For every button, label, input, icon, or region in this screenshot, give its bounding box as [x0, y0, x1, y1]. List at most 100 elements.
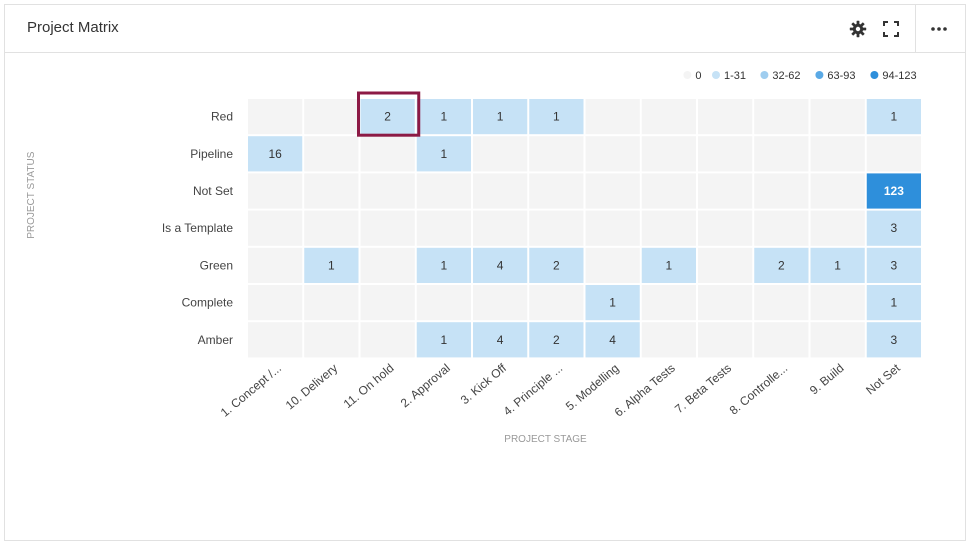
heatmap-cell[interactable]: [698, 210, 753, 246]
heatmap-cell[interactable]: [529, 322, 584, 358]
widget-title: Project Matrix: [27, 19, 119, 36]
heatmap-cell[interactable]: [416, 322, 471, 358]
heatmap-cell[interactable]: [754, 173, 809, 209]
heatmap-cell[interactable]: [529, 99, 584, 135]
heatmap-cell[interactable]: [810, 285, 865, 321]
x-tick-label: 5. Modelling: [563, 361, 622, 413]
heatmap-cell[interactable]: [585, 322, 640, 358]
heatmap-cell[interactable]: [529, 285, 584, 321]
heatmap-cell[interactable]: [473, 136, 528, 172]
heatmap-cell[interactable]: [529, 210, 584, 246]
heatmap-cell[interactable]: [810, 99, 865, 135]
heatmap-cell[interactable]: [248, 173, 303, 209]
heatmap-cell[interactable]: [641, 210, 696, 246]
heatmap-cell[interactable]: [810, 173, 865, 209]
heatmap-cell[interactable]: [416, 285, 471, 321]
heatmap-cell[interactable]: [585, 173, 640, 209]
heatmap-cell[interactable]: [585, 285, 640, 321]
cell-value-label: 1: [497, 110, 504, 124]
cell-value-label: 1: [666, 258, 673, 272]
heatmap-cell[interactable]: [248, 322, 303, 358]
heatmap-cell[interactable]: [641, 136, 696, 172]
heatmap-cell[interactable]: [304, 210, 359, 246]
y-tick-label: Amber: [198, 333, 233, 347]
heatmap-cell[interactable]: [698, 136, 753, 172]
heatmap-cell[interactable]: [810, 322, 865, 358]
heatmap-cell[interactable]: [866, 247, 921, 283]
cell-value-label: 1: [441, 333, 448, 347]
heatmap-cell[interactable]: [529, 173, 584, 209]
heatmap-cell[interactable]: [473, 285, 528, 321]
heatmap-cell[interactable]: [641, 99, 696, 135]
heatmap-cell[interactable]: [698, 173, 753, 209]
heatmap-cell[interactable]: [585, 99, 640, 135]
heatmap-cell[interactable]: [473, 210, 528, 246]
heatmap-cell[interactable]: [473, 173, 528, 209]
heatmap-cell[interactable]: [866, 285, 921, 321]
heatmap-cell[interactable]: [360, 173, 415, 209]
heatmap-cell[interactable]: [641, 322, 696, 358]
fullscreen-icon[interactable]: [879, 17, 903, 41]
heatmap-cell[interactable]: [866, 136, 921, 172]
heatmap-cell[interactable]: [416, 210, 471, 246]
heatmap-cell[interactable]: [754, 99, 809, 135]
heatmap-cell[interactable]: [360, 210, 415, 246]
cell-value-label: 2: [553, 333, 560, 347]
heatmap-cell[interactable]: [754, 247, 809, 283]
heatmap-cell[interactable]: [360, 322, 415, 358]
legend-swatch: [712, 71, 720, 79]
heatmap-cell[interactable]: [416, 99, 471, 135]
heatmap-cell[interactable]: [360, 136, 415, 172]
heatmap-cell[interactable]: [304, 99, 359, 135]
heatmap-cell[interactable]: [473, 322, 528, 358]
cell-value-label: 4: [497, 258, 504, 272]
heatmap-cell[interactable]: [585, 247, 640, 283]
y-axis-title: PROJECT STATUS: [26, 151, 37, 239]
heatmap-cell[interactable]: [416, 136, 471, 172]
heatmap-cell[interactable]: [248, 136, 303, 172]
heatmap-cell[interactable]: [866, 173, 921, 209]
heatmap-cell[interactable]: [360, 285, 415, 321]
y-tick-label: Pipeline: [190, 147, 233, 161]
legend-label: 94-123: [882, 70, 916, 82]
heatmap-cell[interactable]: [698, 99, 753, 135]
heatmap-cell[interactable]: [754, 136, 809, 172]
heatmap-cell[interactable]: [304, 247, 359, 283]
heatmap-cell[interactable]: [304, 136, 359, 172]
heatmap-cell[interactable]: [416, 173, 471, 209]
heatmap-cell[interactable]: [866, 322, 921, 358]
heatmap-cell[interactable]: [248, 210, 303, 246]
heatmap-cell[interactable]: [248, 247, 303, 283]
heatmap-cell[interactable]: [360, 99, 415, 135]
heatmap-cell[interactable]: [641, 285, 696, 321]
heatmap-cell[interactable]: [810, 210, 865, 246]
heatmap-cell[interactable]: [304, 173, 359, 209]
heatmap-cell[interactable]: [754, 210, 809, 246]
heatmap-cell[interactable]: [754, 322, 809, 358]
heatmap-cell[interactable]: [698, 247, 753, 283]
heatmap-cell[interactable]: [304, 322, 359, 358]
heatmap-cell[interactable]: [529, 136, 584, 172]
heatmap-cell[interactable]: [866, 99, 921, 135]
heatmap-cell[interactable]: [698, 285, 753, 321]
heatmap-cell[interactable]: [641, 173, 696, 209]
heatmap-cell[interactable]: [360, 247, 415, 283]
heatmap-cell[interactable]: [473, 247, 528, 283]
heatmap-cell[interactable]: [585, 136, 640, 172]
gear-icon[interactable]: [846, 17, 870, 41]
more-ellipsis-icon[interactable]: [927, 17, 951, 41]
heatmap-cell[interactable]: [585, 210, 640, 246]
heatmap-cell[interactable]: [810, 136, 865, 172]
heatmap-cell[interactable]: [529, 247, 584, 283]
heatmap-cell[interactable]: [754, 285, 809, 321]
heatmap-cell[interactable]: [416, 247, 471, 283]
heatmap-cell[interactable]: [304, 285, 359, 321]
heatmap-cell[interactable]: [810, 247, 865, 283]
heatmap-cell[interactable]: [248, 99, 303, 135]
x-tick-label: 2. Approval: [398, 361, 453, 410]
heatmap-cell[interactable]: [248, 285, 303, 321]
heatmap-cell[interactable]: [473, 99, 528, 135]
heatmap-cell[interactable]: [866, 210, 921, 246]
heatmap-cell[interactable]: [641, 247, 696, 283]
heatmap-cell[interactable]: [698, 322, 753, 358]
